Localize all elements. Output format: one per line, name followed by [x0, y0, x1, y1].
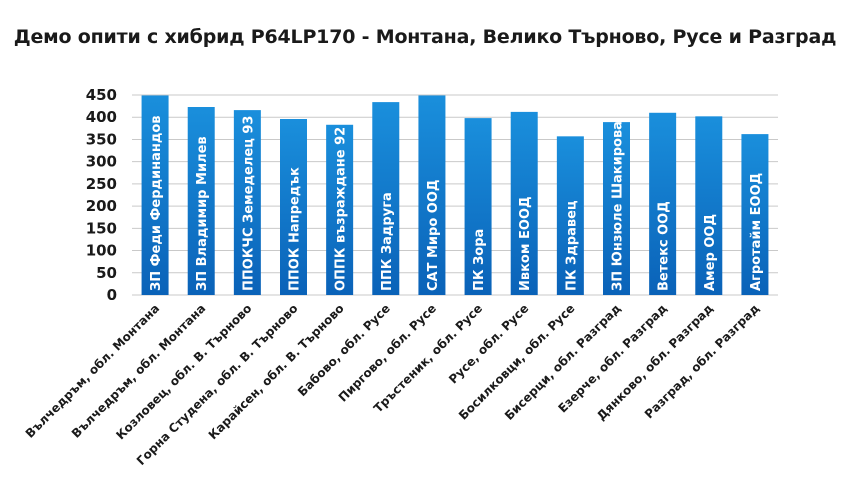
bar-label: Ветекс ООД	[657, 201, 672, 291]
bar-label: Агротайм ЕООД	[749, 173, 764, 291]
bar-label: ЗП Юнзюле Шакирова	[611, 121, 626, 291]
bar	[233, 110, 261, 295]
y-tick-label: 0	[107, 286, 117, 304]
bar	[695, 116, 723, 295]
bar-label: ЗП Феди Фердинандов	[149, 116, 164, 292]
bar	[510, 111, 538, 295]
bar-label: ППК Задруга	[380, 192, 395, 291]
x-tick-label: Русе, обл. Русе	[446, 301, 531, 386]
bar	[187, 107, 215, 295]
bar	[603, 122, 630, 295]
bar-label: ПК Здравец	[564, 200, 579, 291]
y-axis: 0 50 100 150 200 250 300 350 400 450	[86, 86, 117, 304]
x-tick-label: Горна Студена, обл. В. Търново	[134, 301, 301, 468]
bar-label: ППОКЧС Земеделец 93	[241, 116, 256, 291]
y-tick-label: 100	[86, 242, 117, 260]
grid-lines	[132, 94, 778, 296]
x-tick-label: Бабово, обл. Русе	[295, 301, 393, 399]
y-tick-label: 50	[96, 264, 117, 282]
bar-label: ЗП Владимир Милев	[195, 136, 210, 291]
y-tick-label: 400	[86, 108, 117, 126]
chart-title: Демо опити с хибрид P64LP170 - Монтана, …	[13, 26, 837, 48]
y-tick-label: 150	[86, 219, 117, 237]
bar-label: ППОК Напредък	[288, 167, 303, 291]
bar	[556, 136, 584, 295]
y-tick-label: 200	[86, 197, 117, 215]
bar	[741, 134, 769, 295]
bar	[326, 124, 354, 296]
bar-label: ОППК възраждане 92	[334, 127, 349, 291]
y-tick-label: 350	[86, 130, 117, 148]
y-tick-label: 250	[86, 175, 117, 193]
bar	[464, 118, 492, 295]
bar	[280, 119, 307, 295]
bar-label: ПК Зора	[472, 229, 487, 291]
bar-label: Ивком ЕООД	[518, 196, 533, 291]
bars: ЗП Феди Фердинандов ЗП Владимир Милев ППОК…	[141, 95, 769, 296]
bar	[649, 112, 677, 296]
bar	[372, 102, 400, 295]
y-tick-label: 450	[86, 86, 117, 104]
bar-label: Амер ООД	[703, 214, 718, 291]
bar	[418, 95, 446, 295]
bar-label: САТ Миро ООД	[426, 180, 441, 291]
bar	[141, 95, 169, 295]
y-tick-label: 300	[86, 153, 117, 171]
